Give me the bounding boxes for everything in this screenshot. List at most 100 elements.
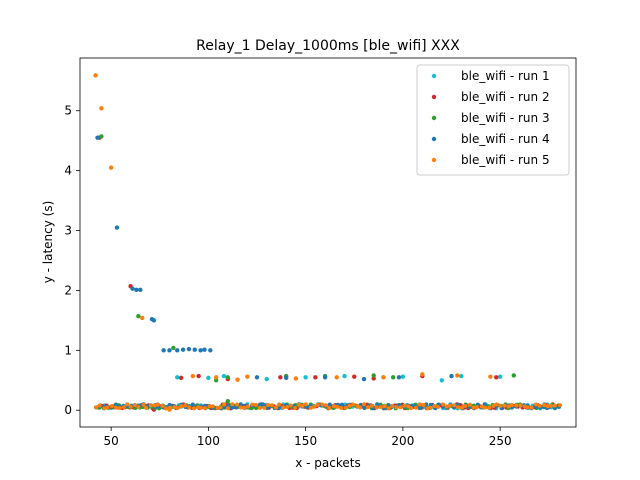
point xyxy=(213,375,219,380)
chart-title: Relay_1 Delay_1000ms [ble_wifi] XXX xyxy=(196,38,460,54)
point xyxy=(331,404,336,409)
point xyxy=(148,403,153,408)
point xyxy=(455,373,460,378)
x-tick-label: 250 xyxy=(489,434,512,448)
point xyxy=(198,405,203,410)
point xyxy=(144,405,149,410)
point xyxy=(99,106,104,111)
point xyxy=(222,402,227,407)
point xyxy=(313,375,318,380)
point xyxy=(114,402,119,407)
point xyxy=(221,373,227,379)
point xyxy=(362,402,367,407)
point xyxy=(187,405,192,410)
point xyxy=(140,315,145,321)
point xyxy=(371,373,376,378)
point xyxy=(281,405,286,410)
legend-box xyxy=(416,64,570,176)
point xyxy=(382,404,387,409)
point xyxy=(447,403,452,408)
point xyxy=(514,403,519,408)
point xyxy=(234,402,239,407)
point xyxy=(225,399,231,404)
point xyxy=(109,403,114,408)
point xyxy=(322,375,328,380)
point xyxy=(390,403,395,408)
point xyxy=(95,135,100,140)
legend-label-3: ble_wifi - run 3 xyxy=(461,111,550,125)
point xyxy=(235,377,240,382)
point xyxy=(141,402,146,407)
point xyxy=(288,403,293,408)
point xyxy=(178,375,184,381)
point xyxy=(210,404,215,409)
plot-frame xyxy=(79,57,577,428)
point xyxy=(479,404,484,409)
y-tick-label: 3 xyxy=(64,224,72,238)
x-tick-label: 50 xyxy=(103,434,118,448)
point xyxy=(339,406,344,411)
point xyxy=(262,405,267,410)
point xyxy=(545,404,550,409)
point xyxy=(474,405,479,410)
point xyxy=(497,374,503,379)
point xyxy=(444,404,449,409)
point xyxy=(459,405,464,410)
legend-marker-3 xyxy=(431,115,437,121)
x-axis: 50 100 150 200 250 xyxy=(103,427,512,448)
point xyxy=(315,402,320,407)
point xyxy=(133,406,138,411)
legend-label-2: ble_wifi - run 2 xyxy=(461,90,550,104)
point xyxy=(509,403,514,408)
point xyxy=(183,403,188,408)
point xyxy=(525,405,530,410)
point xyxy=(300,403,305,408)
point xyxy=(511,373,516,378)
legend: ble_wifi - run 1 ble_wifi - run 2 ble_wifi… xyxy=(416,64,570,176)
point xyxy=(163,406,168,411)
point xyxy=(130,286,135,291)
point xyxy=(402,403,407,408)
point xyxy=(417,402,422,407)
point xyxy=(285,404,290,409)
point xyxy=(277,402,282,407)
point xyxy=(552,403,557,408)
series-4 xyxy=(94,135,561,411)
point xyxy=(253,402,258,407)
point xyxy=(375,402,380,407)
y-tick-label: 1 xyxy=(64,343,72,357)
point xyxy=(487,405,492,410)
point xyxy=(190,373,196,379)
point xyxy=(440,402,445,407)
point xyxy=(171,345,176,351)
point xyxy=(266,403,271,407)
point xyxy=(342,373,347,379)
point xyxy=(151,318,157,323)
point xyxy=(273,405,278,410)
point xyxy=(132,402,137,407)
point xyxy=(537,403,542,408)
point xyxy=(167,348,172,353)
point xyxy=(394,405,399,410)
point xyxy=(420,372,425,377)
x-tick-label: 100 xyxy=(197,434,220,448)
point xyxy=(238,405,243,410)
point xyxy=(358,405,363,410)
point xyxy=(386,406,391,411)
point xyxy=(542,403,547,408)
point xyxy=(175,375,180,380)
point xyxy=(206,375,211,381)
point xyxy=(198,348,203,353)
point xyxy=(160,403,165,408)
point xyxy=(381,375,386,380)
point xyxy=(180,347,186,352)
point xyxy=(245,404,250,409)
point xyxy=(362,405,367,410)
point xyxy=(261,402,266,407)
legend-marker-2 xyxy=(431,94,437,100)
point xyxy=(125,402,130,407)
point xyxy=(108,165,114,170)
point xyxy=(128,404,133,409)
point xyxy=(254,375,260,380)
